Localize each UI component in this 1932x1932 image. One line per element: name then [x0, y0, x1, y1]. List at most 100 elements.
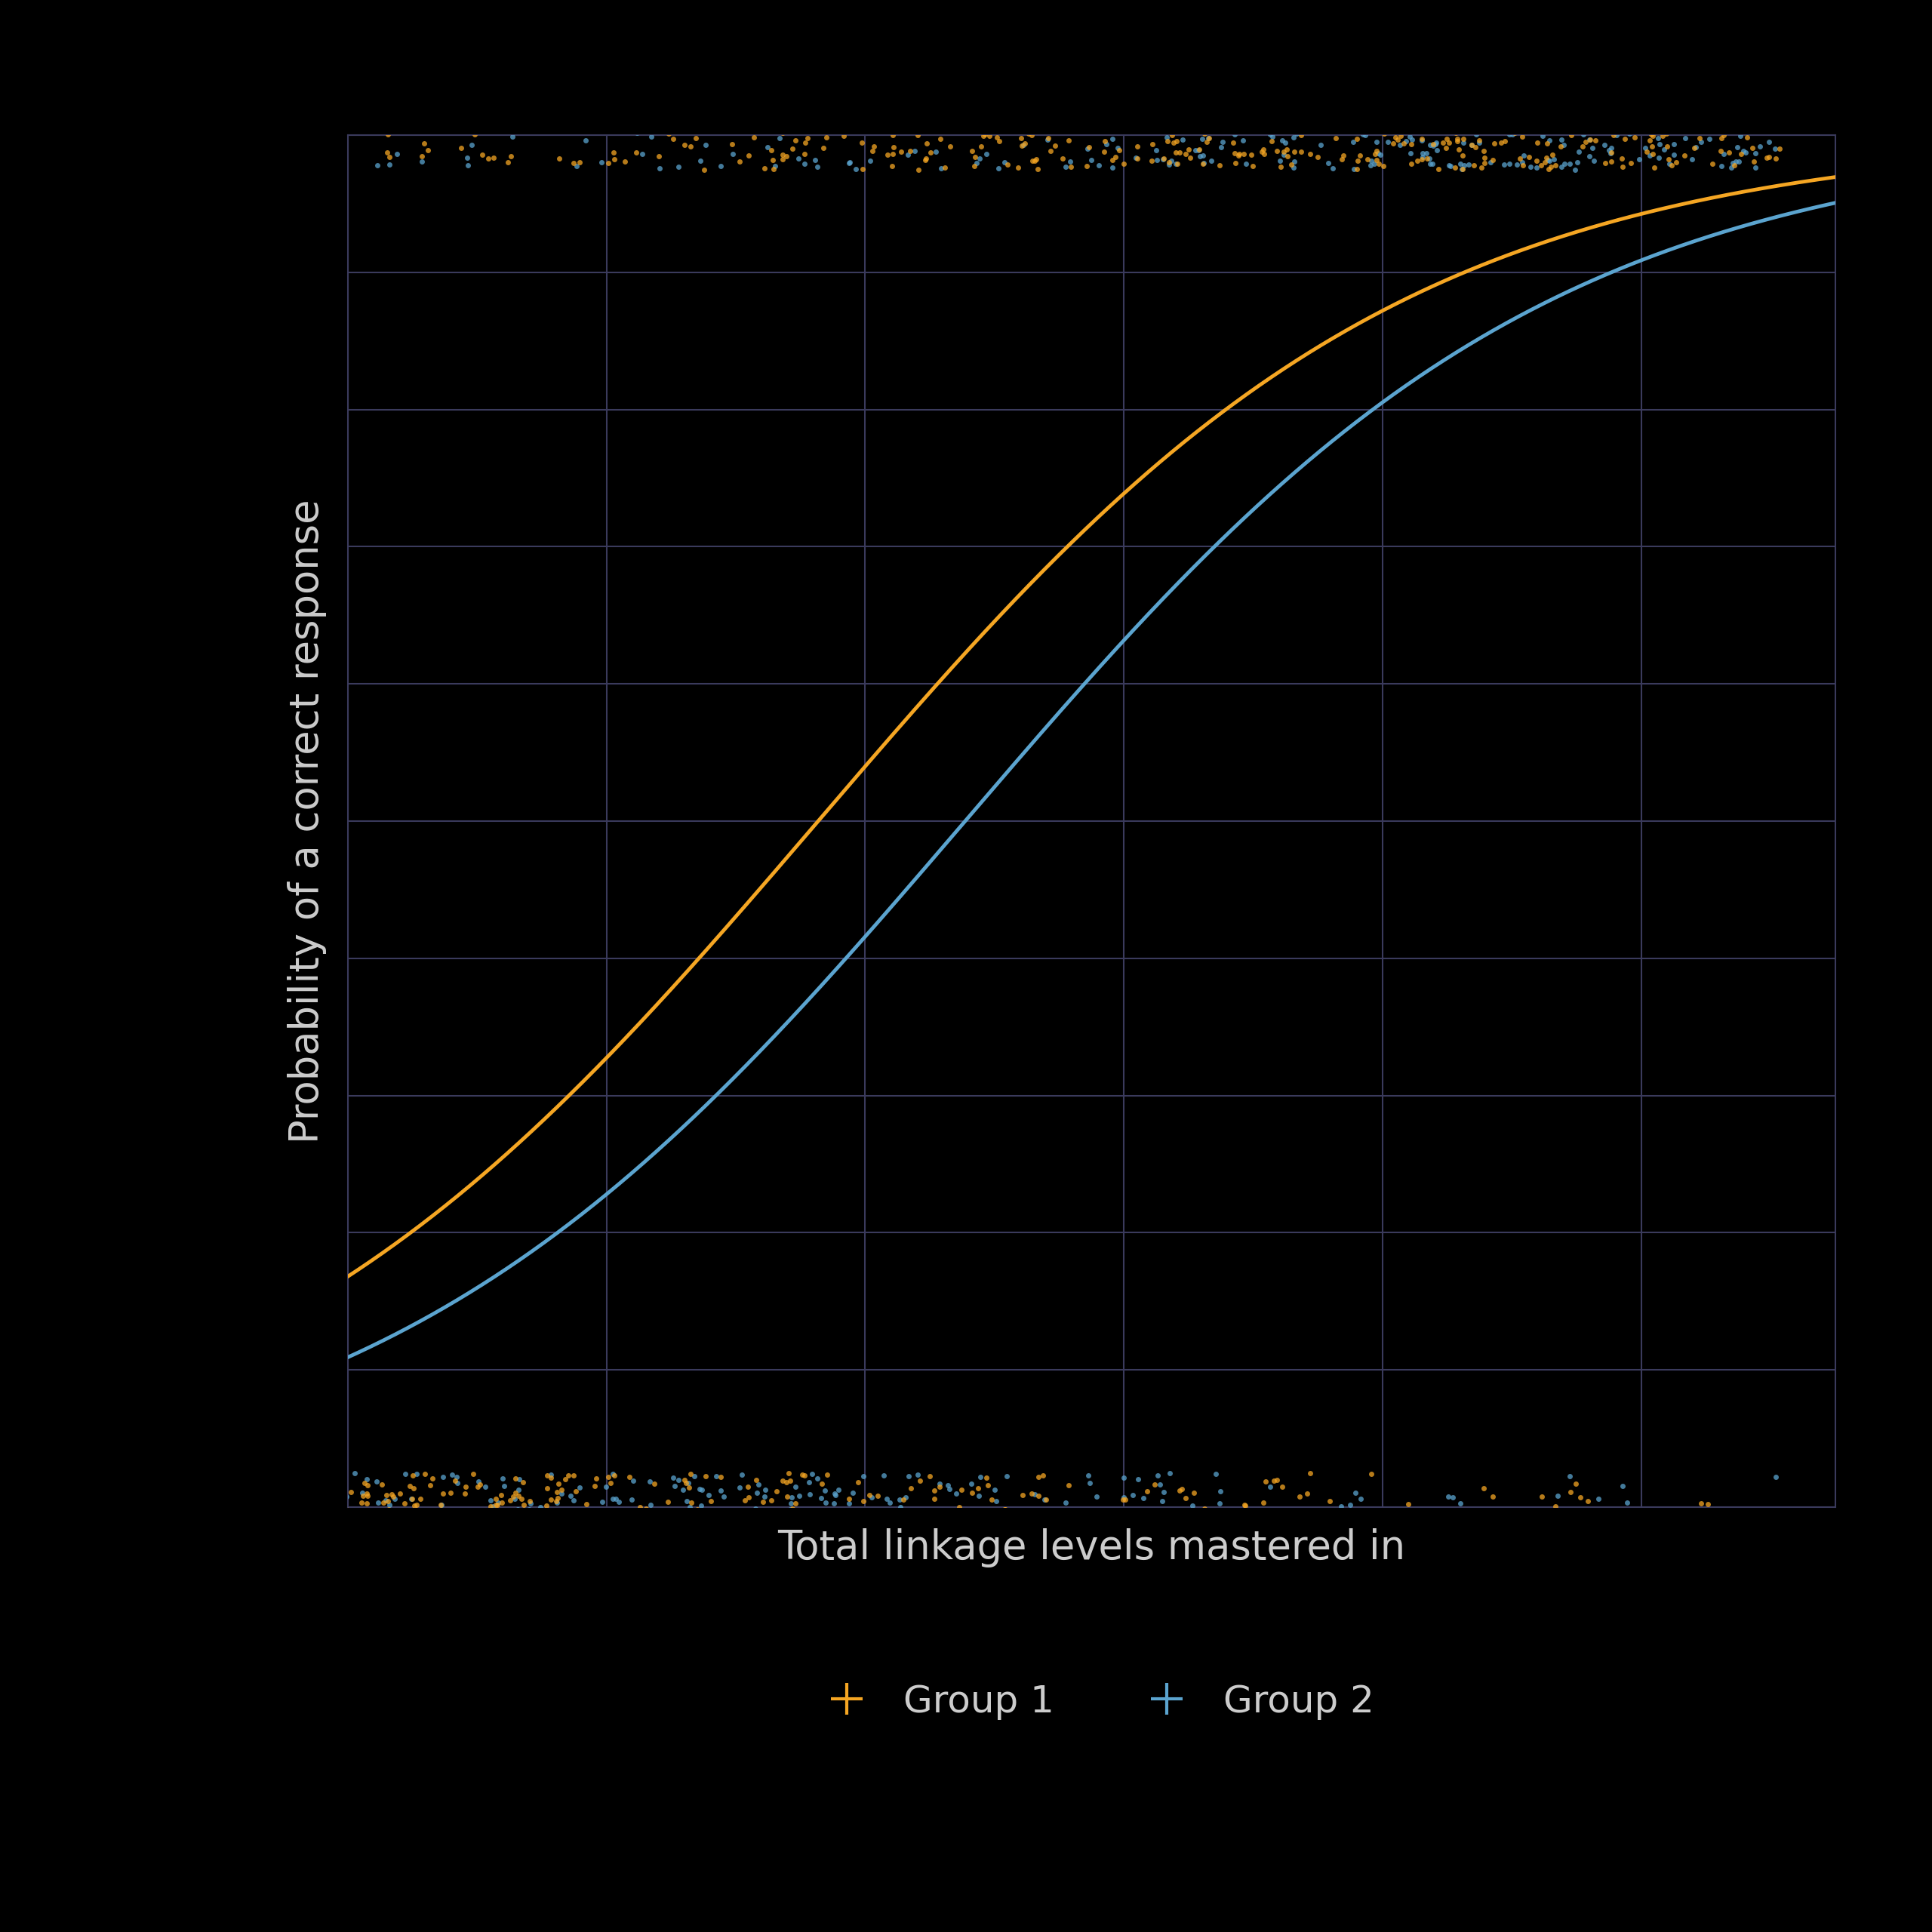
Point — [1590, 1524, 1621, 1555]
Point — [775, 1488, 806, 1519]
Point — [1140, 1507, 1171, 1538]
Point — [1265, 151, 1296, 182]
Point — [1725, 120, 1756, 151]
Point — [668, 1474, 699, 1505]
Point — [833, 87, 864, 118]
Point — [978, 1505, 1009, 1536]
Point — [925, 112, 956, 143]
Point — [1331, 102, 1362, 133]
Point — [1219, 120, 1250, 151]
Point — [978, 99, 1009, 129]
Point — [406, 147, 437, 178]
Point — [1729, 87, 1760, 118]
Point — [342, 1497, 373, 1528]
Point — [661, 1511, 692, 1542]
Point — [1122, 131, 1153, 162]
Point — [495, 1486, 526, 1517]
Point — [1132, 93, 1163, 124]
Point — [535, 1459, 566, 1490]
Point — [618, 1495, 649, 1526]
Point — [889, 1484, 920, 1515]
Point — [425, 1501, 456, 1532]
Point — [415, 1517, 446, 1548]
Point — [1020, 143, 1051, 174]
Point — [808, 133, 838, 164]
Point — [1269, 139, 1300, 170]
Point — [1374, 95, 1405, 126]
Point — [1273, 1509, 1304, 1540]
Point — [582, 1519, 612, 1549]
Point — [659, 124, 690, 155]
Point — [1526, 1482, 1557, 1513]
Point — [541, 1520, 572, 1551]
Point — [782, 1519, 813, 1549]
Point — [1271, 135, 1302, 166]
Point — [1101, 1515, 1132, 1546]
Point — [460, 120, 491, 151]
Point — [1051, 95, 1082, 126]
Point — [1391, 97, 1422, 128]
Point — [1269, 87, 1300, 118]
Point — [1223, 139, 1254, 170]
Point — [1420, 128, 1451, 158]
Point — [381, 139, 412, 170]
Point — [1559, 155, 1590, 185]
Point — [1267, 1472, 1298, 1503]
Point — [1414, 143, 1445, 174]
Point — [1184, 141, 1215, 172]
Point — [1366, 1497, 1397, 1528]
Point — [1076, 1511, 1107, 1542]
Point — [1206, 1476, 1236, 1507]
Point — [1177, 108, 1208, 139]
Point — [858, 1517, 889, 1548]
Point — [597, 1484, 628, 1515]
Point — [578, 1509, 609, 1540]
Point — [398, 1461, 429, 1492]
Point — [1030, 1484, 1061, 1515]
Point — [1053, 99, 1084, 129]
Point — [1629, 104, 1660, 135]
Point — [1267, 137, 1298, 168]
Point — [819, 1478, 850, 1509]
Point — [510, 1513, 541, 1544]
Point — [1743, 95, 1774, 126]
Point — [1074, 1503, 1105, 1534]
Point — [537, 1509, 568, 1540]
Point — [1416, 89, 1447, 120]
Point — [1607, 1470, 1638, 1501]
Point — [1719, 106, 1750, 137]
Point — [730, 1486, 761, 1517]
Point — [425, 1511, 456, 1542]
Point — [493, 1519, 524, 1549]
Point — [1685, 126, 1716, 156]
Point — [1320, 108, 1350, 139]
Point — [1532, 99, 1563, 129]
Point — [1638, 120, 1669, 151]
Point — [1269, 128, 1300, 158]
Point — [589, 112, 620, 143]
Point — [381, 1503, 412, 1534]
Point — [699, 1511, 730, 1542]
Point — [1300, 114, 1331, 145]
Point — [458, 102, 489, 133]
Point — [900, 116, 931, 147]
Point — [1032, 124, 1063, 155]
Point — [589, 1503, 620, 1534]
Point — [543, 102, 574, 133]
Point — [1644, 143, 1675, 174]
Point — [1633, 91, 1663, 122]
Point — [475, 1492, 506, 1522]
Point — [1743, 108, 1774, 139]
Point — [1546, 151, 1577, 182]
Point — [578, 1509, 609, 1540]
Point — [1648, 133, 1679, 164]
Point — [340, 1524, 371, 1555]
Point — [668, 129, 699, 160]
Point — [1602, 120, 1633, 151]
Point — [748, 1501, 779, 1532]
Point — [1714, 93, 1745, 124]
Point — [833, 1519, 864, 1549]
Point — [1277, 1511, 1308, 1542]
Point — [1262, 1464, 1293, 1495]
Point — [858, 93, 889, 124]
